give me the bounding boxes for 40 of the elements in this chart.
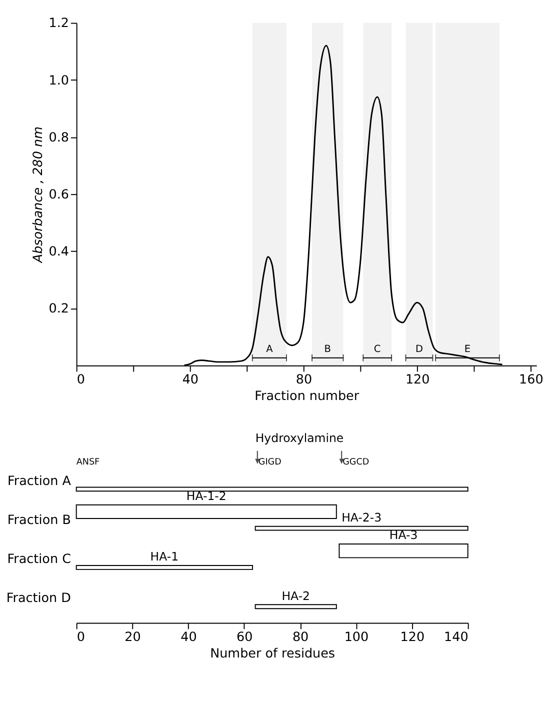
x-axis-title: Fraction number (254, 388, 360, 404)
y-tick-label: 0.2 (48, 300, 70, 316)
y-tick-label: Fraction A (7, 472, 72, 488)
y-tick-label: Fraction B (7, 512, 71, 527)
annotation: ANSF (76, 457, 100, 468)
y-axis-title: Absorbance , 280 nm (30, 126, 45, 264)
y-tick-label: Fraction D (6, 590, 72, 606)
x-tick-label: 80 (296, 371, 312, 386)
x-tick-label: 80 (292, 628, 309, 644)
data-label: HA-2-3 (342, 510, 382, 524)
x-tick-label: 40 (180, 628, 197, 644)
band-label: A (266, 344, 274, 355)
band-label: C (374, 344, 381, 355)
x-tick-label: 0 (76, 628, 85, 644)
y-tick-label: 1.2 (48, 15, 70, 30)
x-tick-label: 0 (76, 371, 85, 386)
x-tick-label: 140 (444, 628, 468, 644)
x-tick-label: 100 (344, 628, 369, 644)
data-label: HA-3 (389, 528, 418, 542)
x-tick-label: 120 (400, 628, 425, 644)
x-tick-label: 160 (519, 371, 544, 386)
annotation: GGCD (342, 457, 370, 468)
x-axis-title: Number of residues (210, 646, 336, 661)
y-tick-label: 1.0 (48, 72, 70, 88)
band-label: E (464, 344, 471, 355)
band-label: D (415, 344, 423, 355)
x-tick-label: 40 (182, 371, 199, 386)
data-label: HA-1-2 (186, 488, 226, 503)
data-label: HA-1 (150, 550, 179, 564)
x-tick-label: 20 (124, 628, 141, 644)
data-label: HA-2 (282, 588, 310, 603)
y-tick-label: Fraction C (7, 551, 72, 566)
text: Hydroxylamine (255, 430, 344, 445)
annotation: GIGD (258, 457, 282, 468)
y-tick-label: 0.8 (48, 129, 70, 144)
x-tick-label: 120 (405, 371, 430, 386)
x-tick-label: 60 (236, 628, 253, 644)
band-label: B (324, 344, 332, 355)
y-tick-label: 0.4 (48, 244, 70, 259)
y-tick-label: 0.6 (48, 186, 70, 202)
